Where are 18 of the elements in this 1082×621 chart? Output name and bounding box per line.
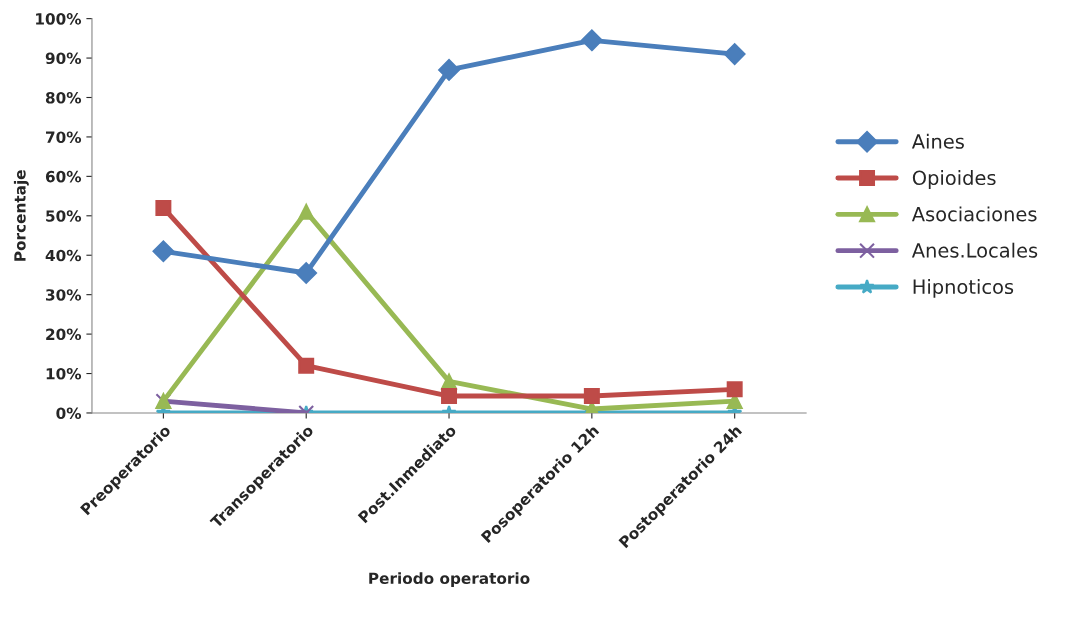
y-tick-label: 80% [45, 91, 82, 104]
legend-label: Opioides [912, 170, 996, 189]
legend-label: Anes.Locales [911, 242, 1038, 258]
y-tick-label: 90% [45, 52, 82, 65]
legend-label: Hipnoticos [913, 279, 1014, 298]
legend-label: Aines [911, 133, 964, 149]
y-tick-label: 70% [46, 131, 82, 143]
y-tick-label: 0% [56, 407, 82, 419]
x-axis-title: Periodo operatorio [369, 572, 530, 588]
y-tick-label: 60% [45, 170, 82, 183]
y-tick-label: 20% [46, 328, 82, 341]
y-tick-label: 50% [46, 210, 82, 222]
y-axis-title: Porcentaje [13, 170, 29, 261]
y-tick-label: 30% [46, 289, 82, 301]
y-tick-label: 10% [46, 368, 82, 380]
legend-label: Asociaciones [911, 206, 1037, 222]
y-tick-label: 100% [36, 13, 82, 25]
y-tick-label: 40% [45, 249, 82, 262]
